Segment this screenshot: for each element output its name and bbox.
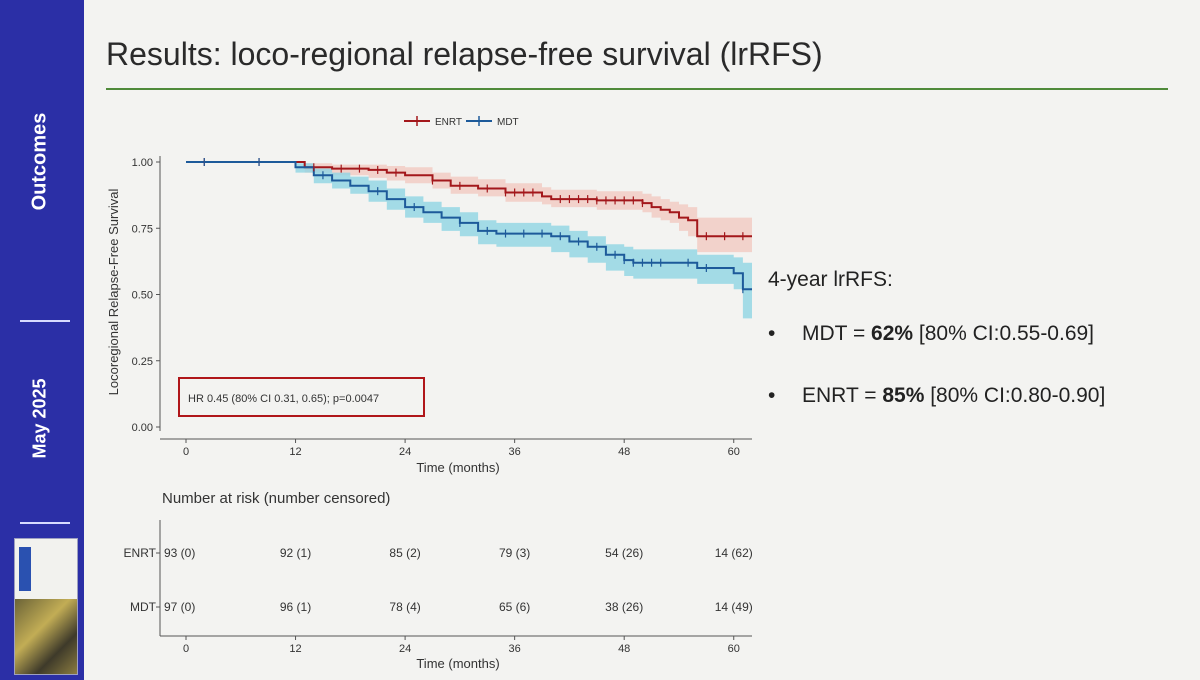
risk-table: ENRT 93 (0) 92 (1) 85 (2) 79 (3) 54 (26) 14 (6…: [124, 520, 753, 655]
x-tick-label: 12: [289, 446, 301, 458]
slide: Results: loco-regional relapse-free surv…: [84, 0, 1200, 680]
risk-row-label-mdt: MDT: [130, 600, 157, 614]
risk-x-tick-label: 60: [728, 643, 740, 655]
chart-legend: ENRT MDT: [404, 116, 519, 128]
x-tick-label: 0: [183, 446, 189, 458]
legend-label-mdt: MDT: [497, 117, 519, 128]
sidebar: Outcomes May 2025: [0, 0, 84, 680]
stat-mdt: • MDT = 62% [80% CI:0.55-0.69]: [768, 322, 1105, 346]
conference-thumbnail: [14, 538, 78, 675]
x-axis-label: Time (months): [416, 460, 499, 475]
chart-axes: 0.00 0.25 0.50 0.75 1.00 0 12 24 36 48 60: [132, 156, 752, 458]
risk-cell: 78 (4): [389, 600, 420, 614]
slide-title: Results: loco-regional relapse-free surv…: [106, 36, 823, 72]
stat-value: 85%: [882, 384, 925, 407]
thumbnail-logo-strip: [19, 547, 31, 591]
x-tick-label: 60: [728, 446, 740, 458]
risk-cell: 14 (62): [715, 546, 753, 560]
risk-table-title: Number at risk (number censored): [162, 490, 390, 507]
bullet: •: [768, 322, 776, 345]
legend-label-enrt: ENRT: [435, 117, 462, 128]
risk-cell: 96 (1): [280, 600, 311, 614]
sidebar-divider: [20, 522, 70, 524]
risk-x-tick-label: 36: [509, 643, 521, 655]
sidebar-divider: [20, 320, 70, 322]
risk-x-tick-label: 0: [183, 643, 189, 655]
km-chart: 0.000.250.500.751.000 12 24 36 48 60 ENRT MDT …: [106, 116, 753, 671]
risk-cell: 54 (26): [605, 546, 643, 560]
y-tick-label: 0.50: [132, 290, 153, 302]
thumbnail-photo: [15, 599, 77, 674]
censor-marks: [203, 158, 744, 294]
ci-band-enrt: [186, 162, 752, 261]
y-tick-label: 0.25: [132, 356, 153, 368]
risk-x-tick-label: 48: [618, 643, 630, 655]
risk-row-label-enrt: ENRT: [124, 546, 157, 560]
risk-cell: 92 (1): [280, 546, 311, 560]
stat-ci: [80% CI:0.55-0.69]: [913, 322, 1095, 345]
risk-x-tick-label: 12: [289, 643, 301, 655]
risk-cell: 97 (0): [164, 600, 195, 614]
risk-x-axis-label: Time (months): [416, 656, 499, 671]
risk-cell: 65 (6): [499, 600, 530, 614]
risk-cell: 93 (0): [164, 546, 195, 560]
bullet: •: [768, 384, 776, 407]
y-tick-label: 0.00: [132, 422, 153, 434]
stat-label: ENRT =: [802, 384, 883, 407]
ci-bands: [186, 162, 752, 319]
risk-cell: 85 (2): [389, 546, 420, 560]
title-divider: [106, 88, 1168, 90]
risk-x-tick-label: 24: [399, 643, 411, 655]
stat-enrt: • ENRT = 85% [80% CI:0.80-0.90]: [768, 384, 1105, 408]
x-tick-label: 24: [399, 446, 411, 458]
sidebar-date: May 2025: [29, 378, 50, 459]
x-tick-label: 36: [509, 446, 521, 458]
hr-annotation: HR 0.45 (80% CI 0.31, 0.65); p=0.0047: [188, 393, 379, 405]
y-axis-label: Locoregional Relapse-Free Survival: [106, 189, 121, 396]
stat-label: MDT =: [802, 322, 872, 345]
risk-cell: 14 (49): [715, 600, 753, 614]
y-tick-label: 0.75: [132, 223, 153, 235]
risk-cell: 79 (3): [499, 546, 530, 560]
stats-heading: 4-year lrRFS:: [768, 268, 893, 291]
stat-value: 62%: [871, 322, 914, 345]
y-tick-label: 1.00: [132, 157, 153, 169]
hr-annotation-box: [178, 377, 425, 417]
risk-cell: 38 (26): [605, 600, 643, 614]
stats-panel: 4-year lrRFS: • MDT = 62% [80% CI:0.55-0.…: [768, 268, 1105, 446]
stat-ci: [80% CI:0.80-0.90]: [924, 384, 1106, 407]
sidebar-section-label: Outcomes: [28, 112, 51, 211]
x-tick-label: 48: [618, 446, 630, 458]
